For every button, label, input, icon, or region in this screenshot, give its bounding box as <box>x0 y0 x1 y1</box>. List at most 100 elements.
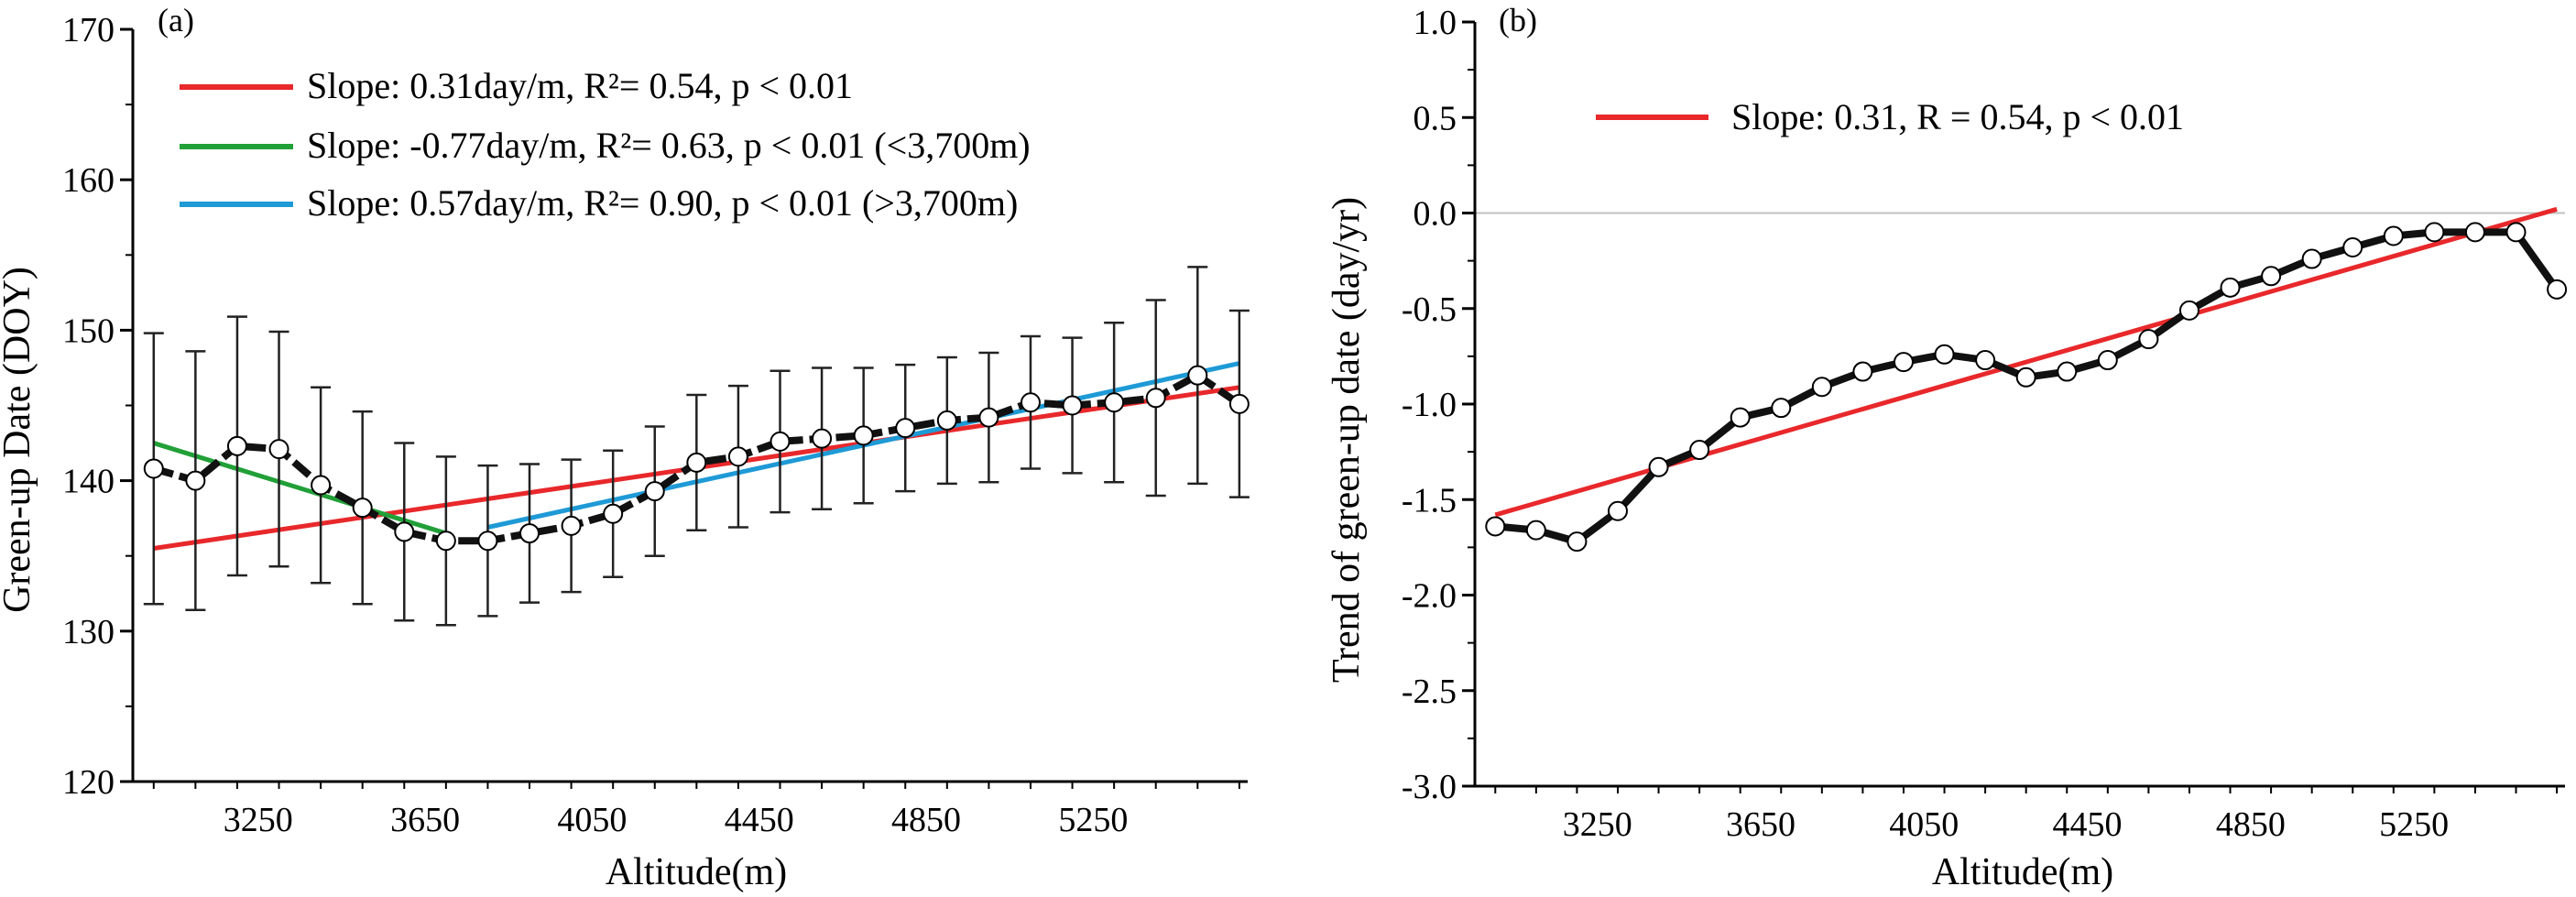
data-point <box>727 446 748 467</box>
data-point <box>185 470 206 491</box>
data-point <box>1485 516 1506 537</box>
data-point <box>853 425 874 446</box>
panel-a-legend: Slope: 0.31day/m, R²= 0.54, p < 0.01 Slo… <box>180 65 1031 224</box>
panel-b-x-axis-label: Altitude(m) <box>1932 851 2113 893</box>
data-point <box>2424 222 2445 243</box>
data-point <box>2342 237 2363 258</box>
panel-a-y-axis-label: Green-up Date (DOY) <box>0 267 38 613</box>
data-point <box>2057 361 2078 382</box>
y-tick-label: -0.5 <box>1402 290 1457 329</box>
panel-b-label: (b) <box>1499 2 1537 38</box>
x-tick-label: 3250 <box>224 801 293 839</box>
fit-line-low <box>153 441 447 536</box>
y-tick-label: 120 <box>62 763 115 802</box>
data-point <box>226 435 247 456</box>
y-tick-label: -1.0 <box>1402 386 1457 424</box>
data-point <box>1607 500 1628 521</box>
x-tick-label: 4050 <box>557 801 627 839</box>
data-point <box>1062 395 1083 416</box>
x-tick-label: 5250 <box>1058 801 1128 839</box>
panel-a: (a) 120 130 140 150 160 170 3250 3650 4050 4450 48… <box>0 2 1250 893</box>
panel-b-ticks: -3.0 -2.5 -2.0 -1.5 -1.0 -0.5 0.0 0.5 1.0 3250 365… <box>1402 4 2559 844</box>
y-tick-label: 0.5 <box>1414 99 1457 137</box>
y-tick-label: -2.5 <box>1402 673 1457 711</box>
data-point <box>2383 225 2404 246</box>
data-point <box>435 531 456 552</box>
data-point <box>2505 222 2527 243</box>
data-point <box>1145 388 1166 409</box>
y-tick-label: 170 <box>62 11 115 49</box>
data-point <box>936 410 957 431</box>
x-tick-label: 4850 <box>891 801 961 839</box>
y-tick-label: 1.0 <box>1414 4 1457 42</box>
panel-b-y-axis-label: Trend of green-up date (day/yr) <box>1326 197 1368 683</box>
x-tick-label: 4450 <box>2053 805 2123 844</box>
data-point <box>519 523 540 544</box>
panel-b-series <box>1485 222 2568 552</box>
y-tick-label: 0.0 <box>1414 195 1457 234</box>
data-point <box>1104 392 1125 413</box>
y-tick-label: -2.0 <box>1402 577 1457 616</box>
panel-a-label: (a) <box>158 2 194 38</box>
y-tick-label: -3.0 <box>1402 768 1457 806</box>
x-tick-label: 3250 <box>1563 805 1632 844</box>
data-point <box>1852 361 1873 382</box>
data-point <box>1566 531 1588 552</box>
data-point <box>2138 329 2159 350</box>
y-tick-label: 160 <box>62 161 115 200</box>
data-point <box>477 531 498 552</box>
data-point <box>686 452 707 473</box>
panel-a-ticks: 120 130 140 150 160 170 3250 3650 4050 4450 4850 52… <box>62 11 1240 839</box>
x-tick-label: 4450 <box>725 801 794 839</box>
panel-a-axes <box>131 29 1248 783</box>
data-point <box>1975 350 1996 371</box>
data-point <box>1525 520 1546 541</box>
data-point <box>2301 248 2322 269</box>
x-tick-label: 4850 <box>2216 805 2286 844</box>
legend-label-fit-all: Slope: 0.31day/m, R²= 0.54, p < 0.01 <box>307 65 853 106</box>
data-point <box>1811 377 1832 398</box>
data-point <box>2015 366 2036 388</box>
data-point <box>603 503 624 524</box>
data-point <box>978 407 999 428</box>
data-point <box>311 475 332 496</box>
x-tick-label: 3650 <box>1726 805 1796 844</box>
data-point <box>1228 393 1250 414</box>
x-tick-label: 3650 <box>390 801 460 839</box>
data-point <box>2464 222 2485 243</box>
data-point <box>1187 365 1208 386</box>
data-point <box>1020 392 1041 413</box>
panel-b: (b) -3.0 -2.5 -2.0 -1.5 -1.0 -0.5 0.0 0.5 1.0 325… <box>1326 2 2568 893</box>
x-tick-label: 4050 <box>1889 805 1959 844</box>
panel-b-legend: Slope: 0.31, R = 0.54, p < 0.01 <box>1596 96 2184 137</box>
data-point <box>1689 440 1710 461</box>
data-point <box>394 521 415 542</box>
panel-a-x-axis-label: Altitude(m) <box>606 851 787 893</box>
data-point <box>770 431 791 452</box>
data-point <box>143 458 164 479</box>
y-tick-label: 150 <box>62 312 115 350</box>
data-point <box>268 439 289 460</box>
legend-label-fit-low: Slope: -0.77day/m, R²= 0.63, p < 0.01 (<… <box>307 125 1031 166</box>
data-point <box>561 515 582 536</box>
y-tick-label: -1.5 <box>1402 481 1457 520</box>
data-point <box>1730 407 1751 428</box>
data-point <box>644 481 665 502</box>
data-point <box>352 498 373 519</box>
data-point <box>2178 300 2199 321</box>
panel-a-series <box>143 365 1250 552</box>
data-point <box>2261 266 2282 287</box>
data-point <box>2097 350 2118 371</box>
legend-label-fit-high: Slope: 0.57day/m, R²= 0.90, p < 0.01 (>3… <box>307 182 1018 224</box>
legend-label-trend-fit: Slope: 0.31, R = 0.54, p < 0.01 <box>1731 96 2184 137</box>
data-point <box>895 418 916 439</box>
data-point <box>1893 352 1914 373</box>
panel-b-axes <box>1473 22 2565 788</box>
y-tick-label: 130 <box>62 613 115 651</box>
x-tick-label: 5250 <box>2379 805 2449 844</box>
data-point <box>812 428 833 449</box>
data-point <box>2220 277 2241 298</box>
data-point <box>1771 398 1792 419</box>
